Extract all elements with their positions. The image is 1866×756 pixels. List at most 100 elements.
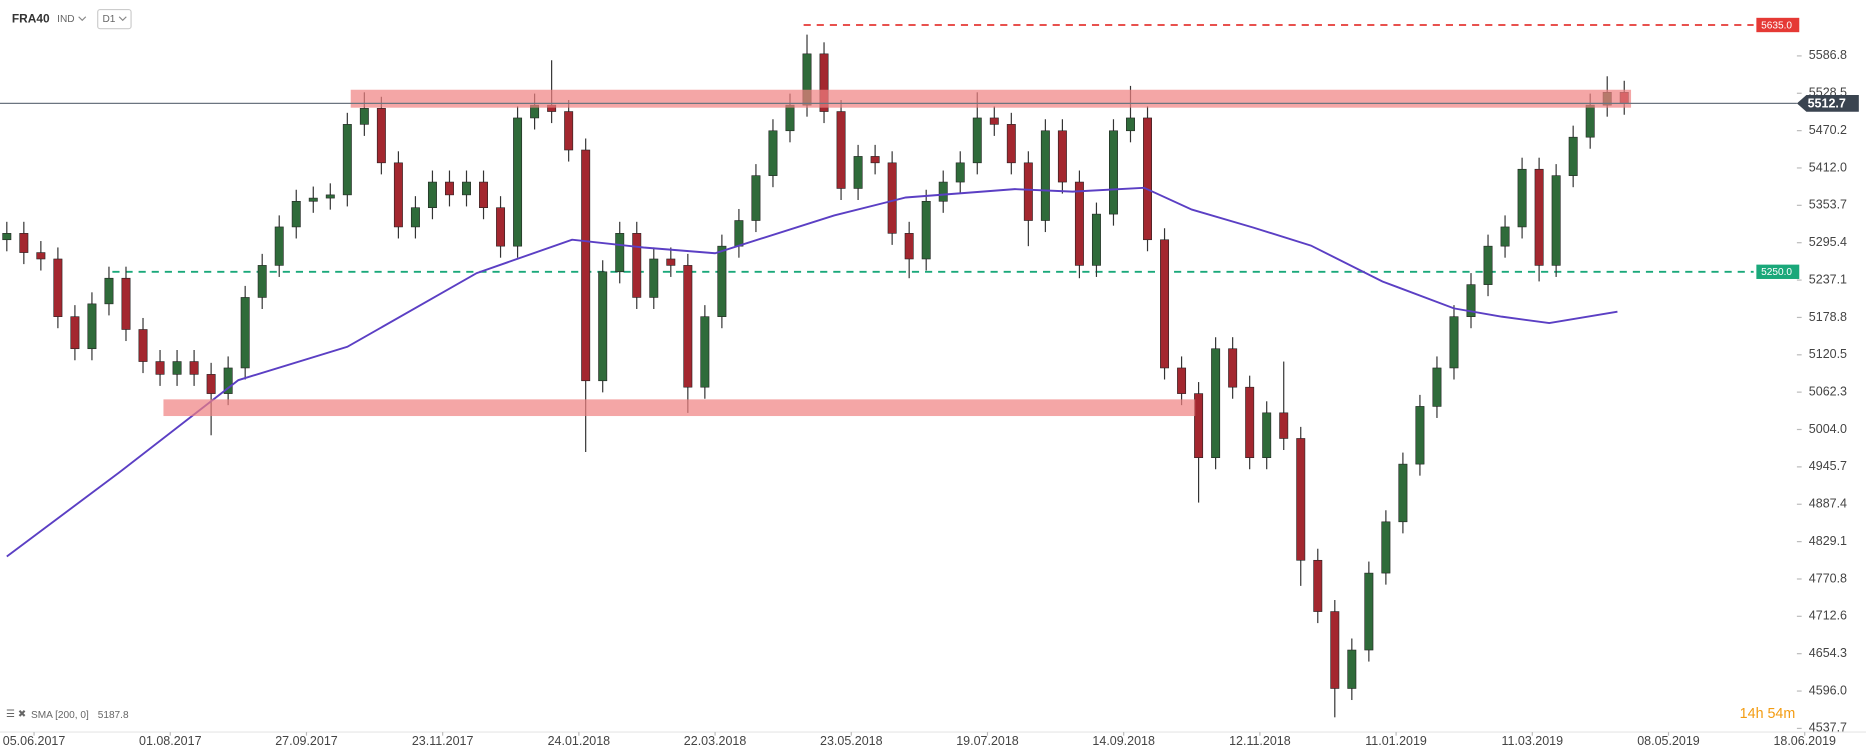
y-tick-label: 5178.8 (1809, 310, 1847, 324)
x-tick-label: 19.07.2018 (956, 734, 1019, 748)
candle-body (138, 329, 148, 362)
level-label-box (1756, 17, 1800, 33)
x-tick-label: 24.01.2018 (548, 734, 611, 748)
candle-body (445, 181, 454, 196)
y-tick-label: 5295.4 (1809, 235, 1847, 249)
x-tick-label: 01.08.2017 (139, 734, 202, 748)
symbol[interactable]: FRA40 (12, 11, 50, 25)
candle-body (1126, 117, 1135, 132)
x-tick-label: 11.01.2019 (1365, 734, 1427, 748)
candle-body (274, 226, 284, 266)
level-label: 5250.0 (1761, 267, 1792, 278)
timeframe[interactable]: D1 (102, 14, 115, 25)
candle-body (121, 277, 131, 330)
candle-body (768, 130, 778, 176)
last-price-label: 5512.7 (1808, 96, 1846, 110)
x-tick-label: 05.06.2017 (3, 734, 66, 748)
instrument-kind[interactable]: IND (57, 14, 74, 25)
y-tick-label: 4829.1 (1809, 534, 1847, 548)
candle-body (240, 297, 250, 369)
y-tick-label: 5470.2 (1809, 123, 1847, 137)
candle-body (1109, 130, 1118, 215)
candle-body (1091, 213, 1101, 266)
y-tick-label: 5412.0 (1809, 160, 1847, 174)
indicator-legend: ☰ ✖ SMA [200, 0] 5187.8 (6, 709, 129, 721)
dropdown-arrow[interactable] (118, 16, 127, 22)
candle-body (1364, 572, 1374, 651)
candle-body (598, 271, 608, 382)
candle-body (1415, 406, 1425, 465)
candle-body (376, 108, 386, 164)
candle-body (342, 124, 352, 196)
candle-body (1211, 348, 1221, 459)
candle-body (666, 258, 676, 266)
candle-body (1534, 168, 1544, 266)
x-tick-label: 12.11.2018 (1229, 734, 1291, 748)
candle-body (496, 207, 506, 247)
candle-body (1381, 521, 1391, 574)
candle-body (564, 111, 574, 151)
candle-body (87, 303, 97, 350)
candle-body (325, 194, 335, 199)
candle-body (427, 181, 437, 208)
candle-body (649, 258, 659, 298)
y-tick-label: 4596.0 (1809, 683, 1847, 697)
candle-body (632, 233, 642, 298)
candle-body (1347, 649, 1357, 689)
candle-body (1194, 393, 1204, 459)
level-label-box (1756, 264, 1800, 279)
last-price-box (1796, 95, 1859, 112)
y-tick-label: 5353.7 (1809, 198, 1847, 212)
candle-body (972, 117, 982, 164)
timeframe-box[interactable] (97, 8, 132, 30)
sma-legend-value: 5187.8 (98, 710, 129, 721)
candle-body (1279, 412, 1289, 439)
candle-body (1296, 438, 1306, 561)
candle-body (683, 265, 693, 388)
candle-body (19, 233, 29, 253)
candle-body (921, 200, 931, 260)
candle-body (1585, 104, 1595, 138)
zone (163, 399, 1196, 417)
sma-legend-label: SMA [200, 0] (31, 710, 89, 721)
candle-body (1449, 316, 1459, 369)
y-tick-label: 5120.5 (1809, 347, 1847, 361)
candle-body (1143, 117, 1152, 241)
candle-body (1262, 412, 1272, 459)
x-tick-label: 08.05.2019 (1637, 734, 1700, 748)
candle-body (1057, 130, 1067, 183)
candle-body (785, 104, 795, 132)
candle-body (1466, 284, 1476, 317)
candle-body (615, 233, 625, 273)
candle-body (36, 252, 46, 260)
x-tick-label: 23.11.2017 (412, 734, 474, 748)
candle-body (1483, 245, 1493, 285)
header: FRA40 IND D1 (12, 8, 132, 30)
zone (350, 89, 1632, 108)
y-tick-label: 4770.8 (1809, 571, 1847, 585)
candle-body (870, 156, 880, 164)
candle-body (206, 374, 216, 394)
dropdown-arrow[interactable] (78, 16, 87, 22)
candle-body (1160, 239, 1170, 369)
candle-body (2, 233, 12, 241)
candle-body (410, 207, 420, 228)
candle-body (836, 111, 846, 189)
candle-body (223, 367, 233, 394)
candle-body (155, 361, 165, 375)
legend-icon[interactable]: ☰ ✖ (6, 709, 26, 720)
candle-body (104, 277, 114, 305)
x-tick-label: 14.09.2018 (1092, 734, 1155, 748)
y-tick-label: 4712.6 (1809, 609, 1847, 623)
candle-body (1330, 611, 1340, 689)
candle-body (513, 117, 523, 247)
y-tick-label: 5062.3 (1809, 384, 1847, 398)
candle-body (359, 108, 369, 125)
y-tick-label: 4654.3 (1809, 646, 1847, 660)
x-tick-label: 23.05.2018 (820, 734, 883, 748)
bar-countdown: 14h 54m (1740, 706, 1796, 722)
candle-body (819, 53, 829, 112)
candle-body (1074, 181, 1084, 266)
